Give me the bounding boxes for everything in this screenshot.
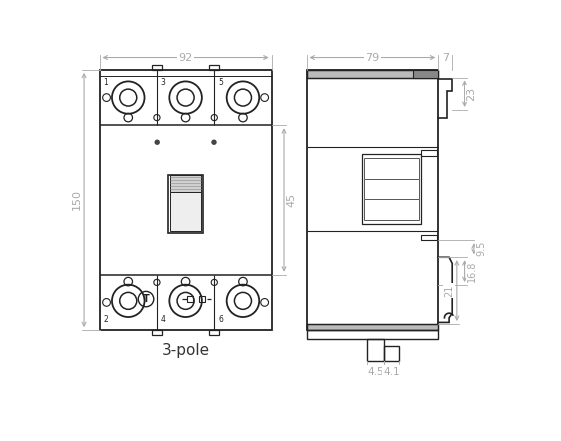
Bar [306, 70, 438, 78]
Bar [187, 296, 193, 302]
Bar [306, 324, 438, 330]
Circle shape [211, 139, 217, 145]
Bar [367, 340, 384, 361]
Text: 150: 150 [72, 190, 82, 210]
Bar [306, 70, 438, 330]
Text: 45: 45 [286, 193, 296, 207]
Text: 21: 21 [444, 284, 454, 297]
Bar [152, 330, 162, 335]
Text: 92: 92 [178, 52, 193, 63]
Text: 9.5: 9.5 [477, 241, 486, 257]
Bar [199, 296, 205, 302]
Text: 4: 4 [160, 315, 165, 324]
Bar [306, 70, 438, 78]
Bar [152, 65, 162, 70]
Text: 3-pole: 3-pole [162, 343, 210, 358]
Bar [421, 235, 436, 240]
Text: 5: 5 [218, 78, 223, 87]
Bar [306, 324, 438, 330]
Text: 2: 2 [103, 315, 108, 324]
Bar [170, 192, 201, 231]
Text: 16.8: 16.8 [467, 261, 477, 282]
Text: 23: 23 [467, 87, 477, 101]
Text: 7: 7 [442, 52, 449, 63]
Bar [170, 176, 201, 192]
Bar [99, 70, 272, 330]
Bar [384, 346, 399, 361]
Bar [421, 150, 436, 156]
Text: 3: 3 [160, 78, 165, 87]
Text: 79: 79 [365, 52, 379, 63]
Bar [413, 70, 438, 78]
Text: 4.5: 4.5 [367, 367, 384, 377]
Text: 1: 1 [103, 78, 108, 87]
Text: T: T [142, 294, 149, 304]
Bar [209, 65, 219, 70]
Circle shape [154, 139, 160, 145]
Bar [168, 175, 204, 233]
Bar [362, 154, 421, 224]
Bar [306, 330, 438, 340]
Bar [209, 330, 219, 335]
Text: 6: 6 [218, 315, 223, 324]
Text: 4.1: 4.1 [383, 367, 400, 377]
